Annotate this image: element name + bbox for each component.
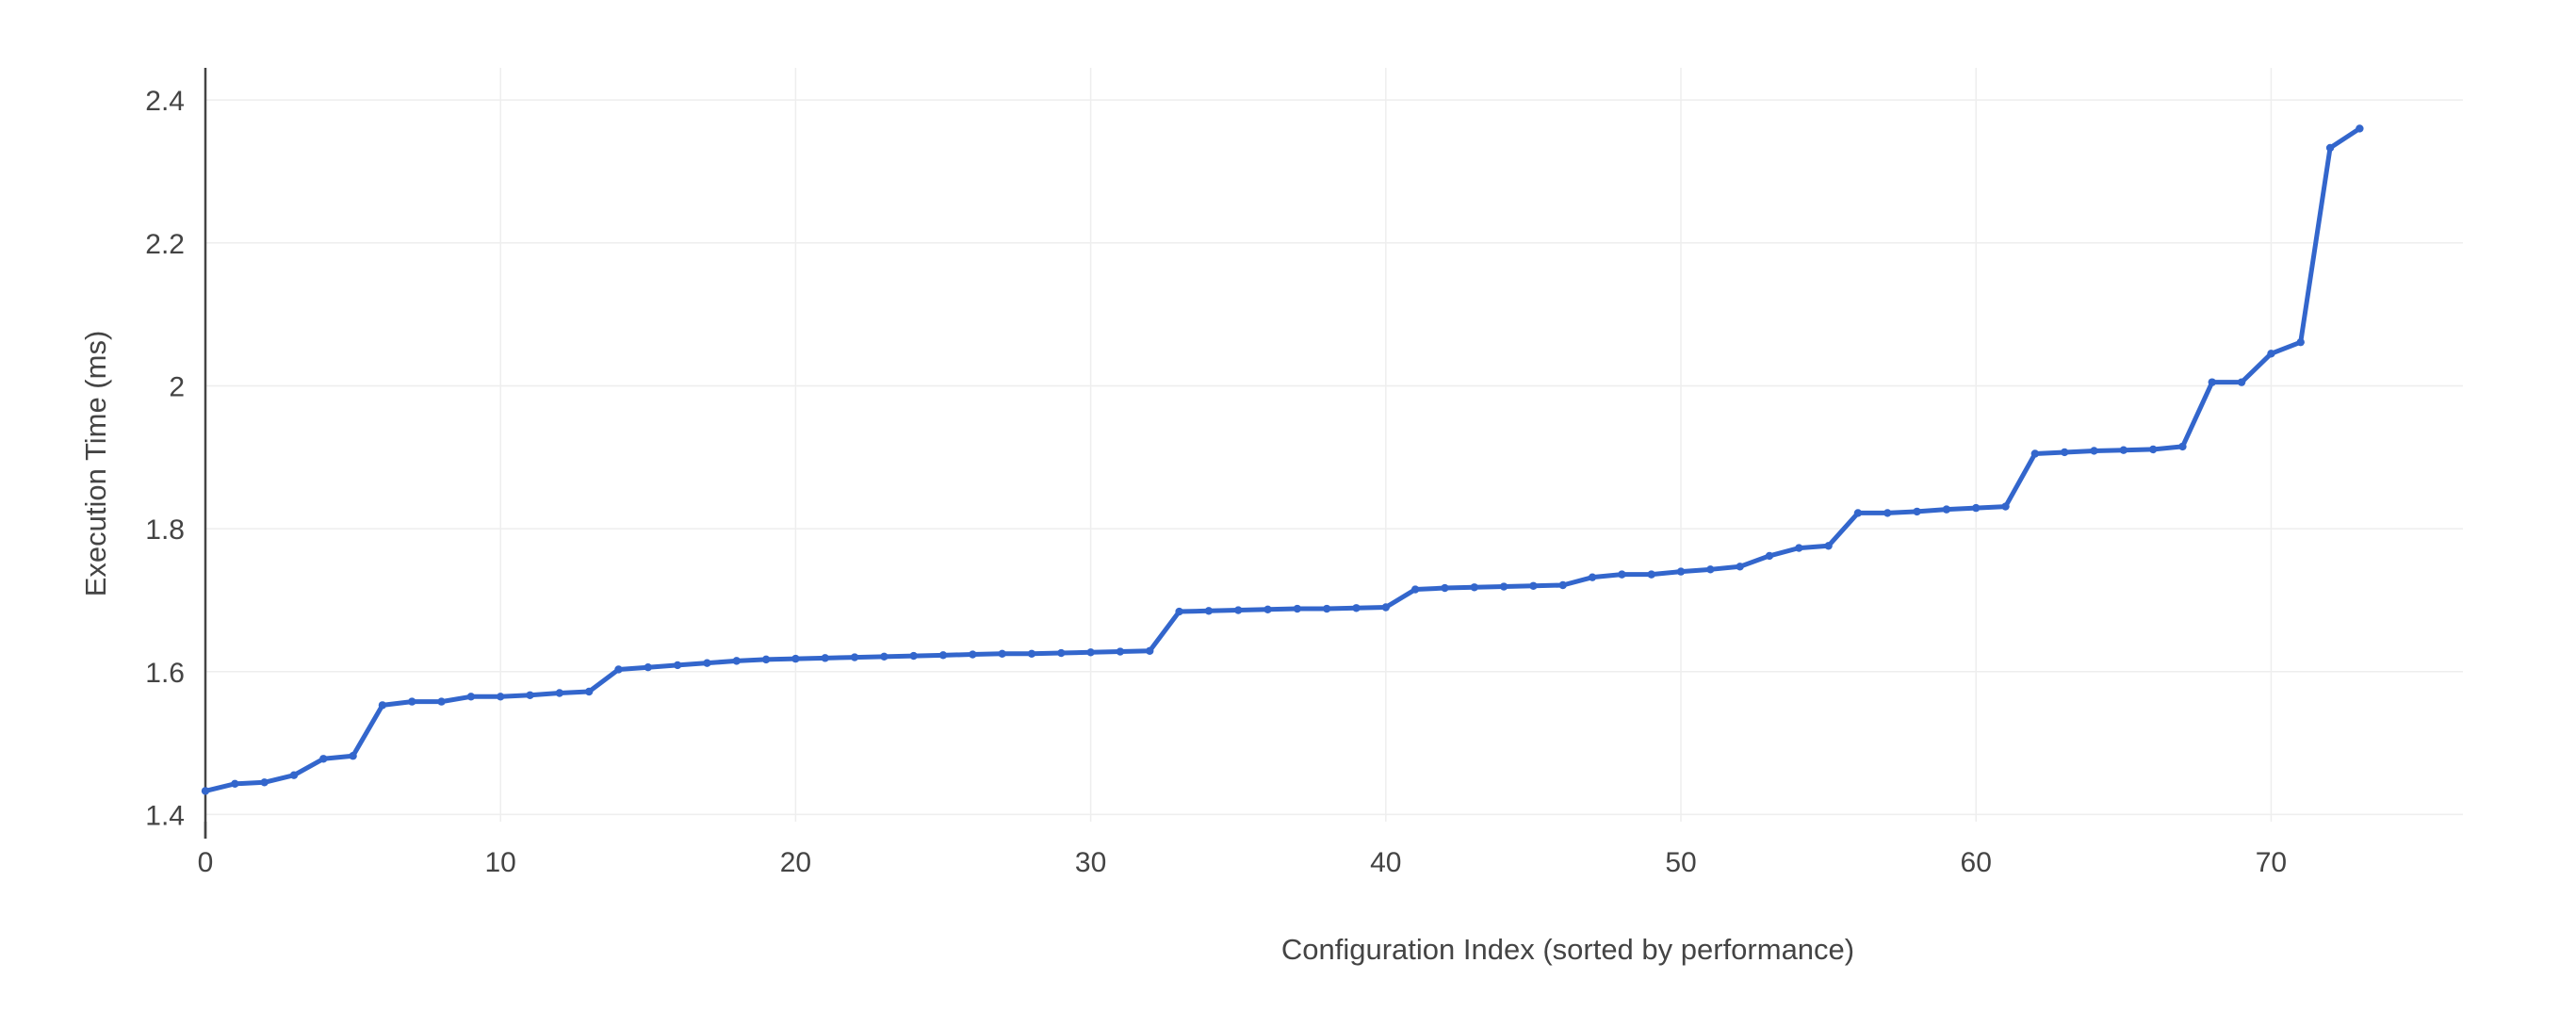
data-point[interactable] xyxy=(1618,570,1626,579)
data-point[interactable] xyxy=(2325,143,2335,153)
data-point[interactable] xyxy=(1942,505,1951,514)
data-point[interactable] xyxy=(938,651,948,660)
series-points xyxy=(201,124,2364,795)
data-point[interactable] xyxy=(2148,445,2158,454)
data-point[interactable] xyxy=(555,689,564,697)
y-tick-label: 2.2 xyxy=(145,229,185,260)
data-point[interactable] xyxy=(2030,449,2040,458)
data-point[interactable] xyxy=(1264,605,1272,613)
data-point[interactable] xyxy=(1381,603,1391,612)
data-point[interactable] xyxy=(1057,648,1066,658)
data-point[interactable] xyxy=(2178,442,2187,451)
data-point[interactable] xyxy=(1883,509,1892,517)
data-point[interactable] xyxy=(821,654,829,662)
data-point[interactable] xyxy=(1146,646,1154,655)
y-tick-label: 1.8 xyxy=(145,514,185,546)
data-point[interactable] xyxy=(1706,565,1715,574)
x-axis-tick-labels: 0 10 20 30 40 50 60 70 xyxy=(198,847,2287,878)
data-point[interactable] xyxy=(1736,563,1744,571)
data-point[interactable] xyxy=(2296,337,2305,347)
y-tick-label: 1.6 xyxy=(145,658,185,689)
data-point[interactable] xyxy=(1470,583,1478,592)
data-point[interactable] xyxy=(2237,378,2246,386)
data-point[interactable] xyxy=(319,755,328,763)
data-point[interactable] xyxy=(2001,502,2010,511)
data-point[interactable] xyxy=(614,665,623,674)
data-point[interactable] xyxy=(1558,580,1567,590)
data-point[interactable] xyxy=(1293,604,1302,613)
y-tick-label: 2.4 xyxy=(145,86,185,117)
data-point[interactable] xyxy=(2267,350,2275,358)
x-axis-title: Configuration Index (sorted by performan… xyxy=(1281,933,1854,966)
series-group xyxy=(201,124,2364,795)
data-point[interactable] xyxy=(1676,567,1686,576)
y-axis-title: Execution Time (ms) xyxy=(79,331,112,597)
data-point[interactable] xyxy=(1529,581,1538,590)
x-tick-label: 0 xyxy=(198,847,214,878)
data-point[interactable] xyxy=(1795,544,1803,552)
data-point[interactable] xyxy=(732,657,741,665)
data-point[interactable] xyxy=(1499,582,1508,591)
data-point[interactable] xyxy=(1116,647,1125,656)
data-point[interactable] xyxy=(1027,649,1036,659)
data-point[interactable] xyxy=(2356,124,2364,133)
data-point[interactable] xyxy=(231,779,239,789)
data-point[interactable] xyxy=(791,654,800,663)
data-point[interactable] xyxy=(1913,507,1921,516)
data-point[interactable] xyxy=(1765,551,1774,561)
data-point[interactable] xyxy=(437,697,446,706)
data-point[interactable] xyxy=(1204,607,1214,615)
gridlines xyxy=(205,68,2463,822)
data-point[interactable] xyxy=(584,687,594,696)
data-point[interactable] xyxy=(1410,585,1420,594)
data-point[interactable] xyxy=(761,655,771,664)
data-point[interactable] xyxy=(1086,648,1095,657)
data-point[interactable] xyxy=(1824,542,1833,550)
data-point[interactable] xyxy=(880,652,889,661)
data-point[interactable] xyxy=(2090,447,2098,455)
x-tick-label: 40 xyxy=(1370,847,1401,878)
data-point[interactable] xyxy=(673,661,682,670)
data-point[interactable] xyxy=(909,651,918,661)
data-point[interactable] xyxy=(2208,378,2216,386)
data-point[interactable] xyxy=(703,659,711,667)
x-tick-label: 50 xyxy=(1665,847,1696,878)
y-tick-label: 1.4 xyxy=(145,800,185,831)
x-tick-label: 60 xyxy=(1961,847,1992,878)
data-point[interactable] xyxy=(1972,503,1981,513)
data-point[interactable] xyxy=(1647,570,1655,579)
data-point[interactable] xyxy=(349,752,357,760)
x-tick-label: 70 xyxy=(2256,847,2287,878)
data-point[interactable] xyxy=(1234,606,1243,614)
data-point[interactable] xyxy=(1588,573,1597,581)
data-point[interactable] xyxy=(2060,448,2069,457)
series-line xyxy=(203,125,2362,793)
data-point[interactable] xyxy=(497,693,505,701)
data-point[interactable] xyxy=(289,771,299,779)
data-point[interactable] xyxy=(969,650,977,659)
data-point[interactable] xyxy=(1352,604,1361,612)
x-tick-label: 10 xyxy=(485,847,516,878)
data-point[interactable] xyxy=(466,693,476,701)
data-point[interactable] xyxy=(1322,604,1331,613)
data-point[interactable] xyxy=(850,653,859,661)
data-point[interactable] xyxy=(1441,583,1449,593)
y-tick-label: 2 xyxy=(169,371,185,402)
data-point[interactable] xyxy=(1853,509,1863,517)
data-point[interactable] xyxy=(260,778,269,787)
data-point[interactable] xyxy=(526,691,534,699)
data-point[interactable] xyxy=(2119,446,2128,454)
data-point[interactable] xyxy=(998,649,1006,659)
data-point[interactable] xyxy=(1175,607,1183,616)
data-point[interactable] xyxy=(644,663,653,672)
data-point[interactable] xyxy=(408,697,416,706)
y-axis-tick-labels: 1.4 1.6 1.8 2 2.2 2.4 xyxy=(145,86,185,831)
x-tick-label: 20 xyxy=(780,847,811,878)
x-tick-label: 30 xyxy=(1075,847,1106,878)
data-point[interactable] xyxy=(201,787,210,795)
data-point[interactable] xyxy=(378,701,387,710)
